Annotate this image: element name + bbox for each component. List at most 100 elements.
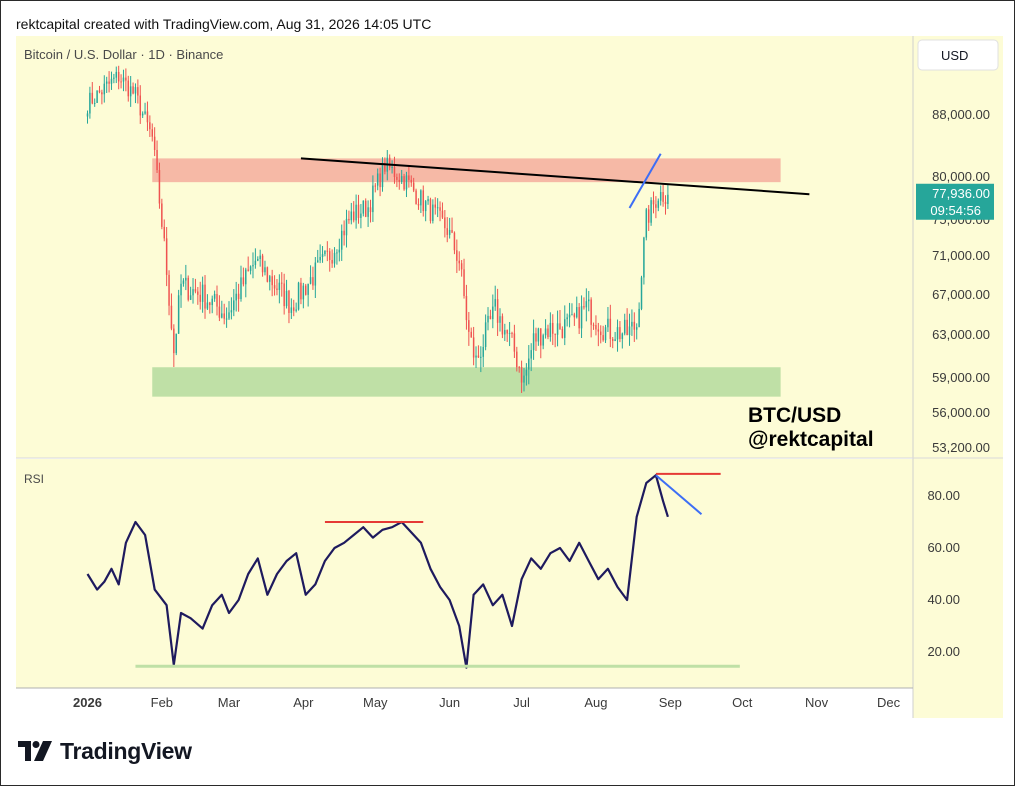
candle-body	[333, 252, 336, 264]
tradingview-brand: TradingView	[18, 736, 192, 766]
price-tick-label: 59,000.00	[932, 370, 990, 385]
candle-body	[439, 207, 441, 211]
candle-body	[245, 269, 247, 285]
candle-body	[650, 200, 652, 223]
rsi-tick-label: 60.00	[927, 540, 960, 555]
candle-body	[192, 289, 194, 296]
candle-body	[427, 199, 429, 202]
candle-body	[504, 330, 506, 335]
candle-body	[228, 312, 230, 319]
currency-button[interactable]	[917, 39, 999, 71]
candle-body	[544, 328, 547, 336]
candle-body	[168, 274, 170, 306]
price-axis-background	[913, 36, 1003, 718]
candle-body	[566, 317, 568, 320]
candle-body	[451, 229, 453, 233]
candle-body	[470, 331, 472, 338]
candle-body	[460, 263, 463, 270]
candle-body	[285, 290, 288, 307]
candle-body	[552, 322, 554, 334]
candle-body	[388, 157, 391, 168]
candle-body	[559, 323, 561, 329]
candle-body	[182, 280, 185, 284]
candle-body	[247, 269, 249, 271]
candle-body	[631, 321, 633, 327]
candle-body	[422, 190, 425, 212]
candle-body	[254, 260, 257, 265]
candle-body	[573, 314, 576, 318]
candle-body	[604, 327, 607, 341]
candle-body	[597, 329, 600, 332]
candle-body	[432, 204, 434, 221]
watermark-pair: BTC/USD	[748, 404, 841, 427]
candle-body	[281, 282, 283, 284]
candle-body	[120, 81, 122, 83]
candle-body	[218, 306, 221, 318]
candle-body	[381, 162, 384, 188]
candle-body	[561, 328, 564, 338]
tradingview-wordmark: TradingView	[60, 737, 192, 764]
candle-body	[408, 175, 410, 180]
candle-body	[336, 252, 338, 254]
candle-body	[271, 276, 273, 286]
candle-body	[638, 308, 640, 328]
candle-body	[391, 166, 393, 168]
rsi-tick-label: 20.00	[927, 644, 960, 659]
candle-body	[206, 302, 209, 309]
candle-body	[98, 90, 101, 93]
candle-body	[357, 204, 360, 218]
candle-body	[436, 207, 439, 209]
candle-body	[249, 266, 252, 271]
candle-body	[316, 260, 319, 263]
candle-body	[360, 213, 362, 218]
candle-body	[494, 299, 496, 307]
candle-body	[187, 277, 189, 300]
candle-body	[355, 204, 357, 221]
candle-body	[453, 232, 456, 251]
candle-body	[364, 200, 367, 217]
rsi-tick-label: 40.00	[927, 592, 960, 607]
candle-body	[173, 328, 175, 354]
candle-body	[535, 333, 537, 342]
candle-body	[662, 192, 664, 202]
bar-countdown-label: 09:54:56	[930, 203, 981, 218]
candle-body	[434, 204, 436, 208]
candle-body	[237, 293, 240, 300]
candle-body	[201, 284, 204, 302]
candle-body	[635, 327, 638, 330]
candle-body	[156, 149, 158, 171]
candle-body	[86, 113, 89, 117]
candle-body	[328, 251, 331, 260]
candle-body	[611, 338, 614, 341]
price-tick-label: 71,000.00	[932, 248, 990, 263]
candle-body	[331, 259, 333, 264]
candle-body	[297, 282, 300, 310]
rsi-line	[86, 474, 669, 669]
candle-body	[290, 307, 293, 313]
candle-body	[518, 367, 520, 369]
price-and-rsi-chart[interactable]: 88,000.0080,000.0075,000.0071,000.0067,0…	[16, 36, 1003, 718]
candle-body	[528, 358, 530, 370]
candle-body	[556, 323, 559, 335]
candle-body	[309, 277, 312, 284]
candle-body	[403, 176, 405, 190]
candle-body	[144, 111, 146, 114]
candle-body	[175, 333, 177, 354]
candle-body	[472, 337, 475, 358]
candle-body	[185, 277, 187, 281]
chart-area[interactable]: 88,000.0080,000.0075,000.0071,000.0067,0…	[16, 36, 1003, 718]
time-tick-label: Mar	[218, 695, 241, 710]
candle-body	[614, 339, 616, 341]
candle-body	[405, 175, 408, 190]
candle-body	[350, 211, 353, 221]
candle-body	[283, 283, 285, 307]
candle-body	[424, 201, 427, 212]
candle-body	[647, 209, 650, 223]
candle-body	[540, 328, 542, 346]
candle-body	[89, 92, 91, 114]
candle-body	[235, 293, 237, 301]
rsi-layer	[86, 472, 740, 669]
time-tick-label: Oct	[732, 695, 753, 710]
candle-body	[496, 299, 499, 323]
chart-attribution: rektcapital created with TradingView.com…	[16, 16, 432, 32]
